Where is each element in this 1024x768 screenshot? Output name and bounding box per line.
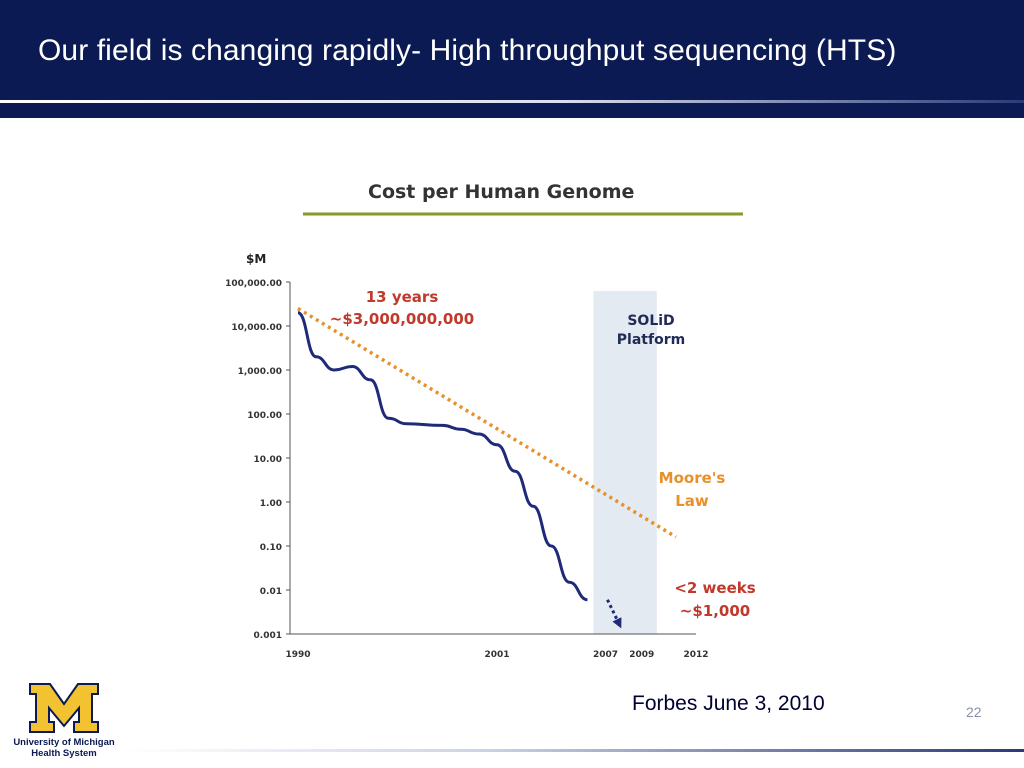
page-number: 22 xyxy=(966,704,982,720)
y-tick-label: 1,000.00 xyxy=(238,367,282,377)
y-tick-label: 0.001 xyxy=(254,631,282,641)
slide-title: Our field is changing rapidly- High thro… xyxy=(38,34,897,67)
annotation-13-years: 13 years xyxy=(366,288,439,306)
chart-title: Cost per Human Genome xyxy=(368,181,634,203)
university-logo: University of Michigan Health System xyxy=(8,682,120,762)
slide-header: Our field is changing rapidly- High thro… xyxy=(0,0,1024,118)
annotation-moores: Moore's xyxy=(659,469,726,487)
annotation-law: Law xyxy=(675,492,709,510)
annotation-2-weeks: <2 weeks xyxy=(674,579,755,597)
block-m-icon xyxy=(29,683,99,733)
chart-svg: SOLiD Platform Cost per Human Genome $M 1… xyxy=(225,181,756,660)
x-tick-label: 1990 xyxy=(285,650,310,660)
y-tick-label: 100,000.00 xyxy=(225,279,282,289)
logo-line-2: Health System xyxy=(31,748,97,759)
x-tick-label: 2007 xyxy=(593,650,618,660)
annotation-1000: ~$1,000 xyxy=(680,602,750,620)
solid-label-line-2: Platform xyxy=(617,332,685,348)
footer-divider xyxy=(125,749,1024,752)
x-tick-label: 2001 xyxy=(484,650,509,660)
solid-label-line-1: SOLiD xyxy=(627,313,674,329)
solid-platform-region xyxy=(593,291,657,634)
y-axis-label: $M xyxy=(246,252,266,266)
y-tick-label: 100.00 xyxy=(247,411,282,421)
annotation-3-billion: ~$3,000,000,000 xyxy=(330,310,474,328)
source-citation: Forbes June 3, 2010 xyxy=(632,692,825,715)
y-tick-label: 0.01 xyxy=(260,587,282,597)
y-tick-label: 1.00 xyxy=(260,499,282,509)
y-tick-label: 0.10 xyxy=(260,543,282,553)
y-tick-label: 10.00 xyxy=(254,455,282,465)
cost-per-genome-chart: SOLiD Platform Cost per Human Genome $M 1… xyxy=(210,165,770,670)
projection-arrow xyxy=(606,599,622,629)
cost-per-genome-line xyxy=(297,311,588,602)
x-tick-label: 2009 xyxy=(629,650,654,660)
x-tick-label: 2012 xyxy=(683,650,708,660)
y-tick-label: 10,000.00 xyxy=(231,323,282,333)
header-divider xyxy=(0,100,1024,103)
logo-line-1: University of Michigan xyxy=(13,737,115,748)
